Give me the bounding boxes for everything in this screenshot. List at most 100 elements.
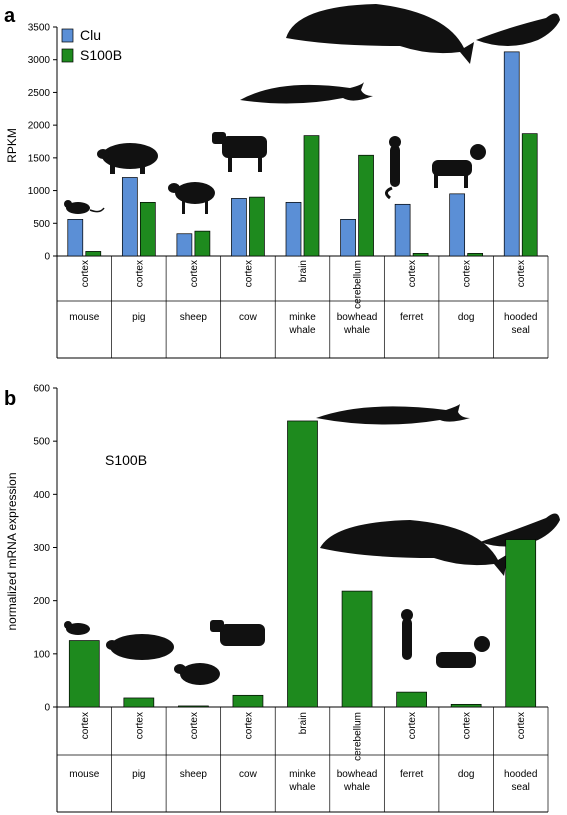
species-label: pig [132,769,145,780]
panel-letter-b: b [4,388,16,410]
y-tick-label: 200 [33,596,50,607]
y-tick-label: 100 [33,649,50,660]
panel-letter-a: a [4,5,16,27]
tissue-label: cortex [134,260,145,287]
y-tick-label: 400 [33,490,50,501]
chart-panel-a: 0 500 1000 1500 2000 2500 3000 3500 RPKM cortex mo… [5,23,549,359]
y-tick-label: 500 [33,219,50,230]
bar-s100b-mouse [68,640,100,708]
species-label-line: dog [458,769,475,780]
bar-s100b-bowhead-whale [358,154,374,257]
bar-s100b-bowhead-whale [341,590,373,708]
species-label-line: bowhead [337,312,378,323]
y-tick-label: 3000 [28,55,51,66]
species-label-line: cow [239,769,258,780]
right-whale-silhouette-b [320,520,508,576]
species-label: bowhead whale [337,769,378,793]
bar-s100b-ferret [396,691,427,708]
cow-silhouette-b [210,620,265,646]
animal-silhouettes-a [64,4,560,214]
species-label-line: seal [512,782,530,793]
species-label-line: sheep [180,769,208,780]
bar-clu-dog [449,193,466,257]
right-whale-silhouette [286,4,474,64]
tissue-label: cortex [80,712,91,739]
bar-s100b-pig [139,201,156,257]
species-label-line: whale [288,782,316,793]
bar-s100b-dog [450,703,482,708]
species-label-line: minke [289,312,316,323]
bar-s100b-pig [123,697,155,708]
legend-swatch-clu [61,28,74,43]
species-label: minke whale [288,312,316,336]
species-label: ferret [400,312,424,323]
y-tick-label: 3500 [28,23,51,34]
tissue-label: cortex [516,712,527,739]
bar-s100b-ferret [412,253,429,257]
y-tick-label: 0 [44,252,50,263]
tissue-label: cerebellum [353,260,364,309]
bar-clu-mouse [67,219,84,257]
species-label: ferret [400,769,424,780]
species-label-line: mouse [69,769,99,780]
tissue-label: cortex [243,260,254,287]
pig-silhouette [97,143,158,174]
species-label: sheep [180,769,208,780]
tissue-label: cortex [134,712,145,739]
y-tick-label: 0 [44,703,50,714]
bar-s100b-cow [249,196,265,257]
chart-panel-b: 0 100 200 300 400 500 600 normalized mRNA expre… [5,384,549,813]
minke-whale-silhouette [240,82,373,104]
bar-clu-hooded-seal [503,51,520,257]
tissue-label: cortex [243,712,254,739]
species-label-line: ferret [400,769,424,780]
cow-silhouette [212,132,267,172]
species-label: hooded seal [504,769,537,793]
y-axis-title: normalized mRNA expression [5,472,19,630]
species-label: dog [458,312,475,323]
tissue-label: brain [298,260,309,282]
bar-s100b-minke-whale [303,135,320,257]
species-label: sheep [180,312,208,323]
mouse-silhouette [64,200,105,214]
y-tick-label: 600 [33,384,50,395]
species-label-line: minke [289,769,316,780]
y-tick-label: 1000 [28,186,51,197]
tissue-label: cortex [80,260,91,287]
y-tick-label: 500 [33,437,50,448]
bar-clu-cow [231,198,247,257]
legend-label-s100b: S100B [80,47,122,63]
y-tick-label: 300 [33,543,50,554]
species-label-line: mouse [69,312,99,323]
mouse-silhouette-b [64,621,90,635]
species-label-line: cow [239,312,258,323]
y-tick-label: 2000 [28,121,51,132]
bar-clu-sheep [176,233,193,257]
legend-swatch-s100b [61,48,74,63]
y-tick-label: 1500 [28,153,51,164]
species-label: minke whale [288,769,316,793]
tissue-label: cerebellum [353,712,364,761]
species-label-line: dog [458,312,475,323]
series-annotation: S100B [105,452,147,468]
dog-silhouette [432,144,486,188]
sheep-silhouette [168,182,215,214]
species-label: dog [458,769,475,780]
ferret-silhouette-b [401,609,413,660]
species-label-line: whale [288,325,316,336]
sheep-silhouette-b [174,663,220,685]
species-label: pig [132,312,145,323]
charts: 0500100015002000250030003500RPKMcortexmo… [5,23,549,813]
tissue-label: cortex [189,712,200,739]
tissue-label: cortex [189,260,200,287]
y-axis-title: RPKM [5,128,19,163]
y-tick-label: 2500 [28,88,51,99]
bar-s100b-minke-whale [287,420,318,708]
species-label-line: hooded [504,769,537,780]
tissue-label: cortex [516,260,527,287]
hooded-seal-silhouette-b [480,513,560,547]
bar-s100b-mouse [85,251,102,257]
hooded-seal-silhouette [476,13,560,47]
bar-clu-minke-whale [285,201,302,257]
